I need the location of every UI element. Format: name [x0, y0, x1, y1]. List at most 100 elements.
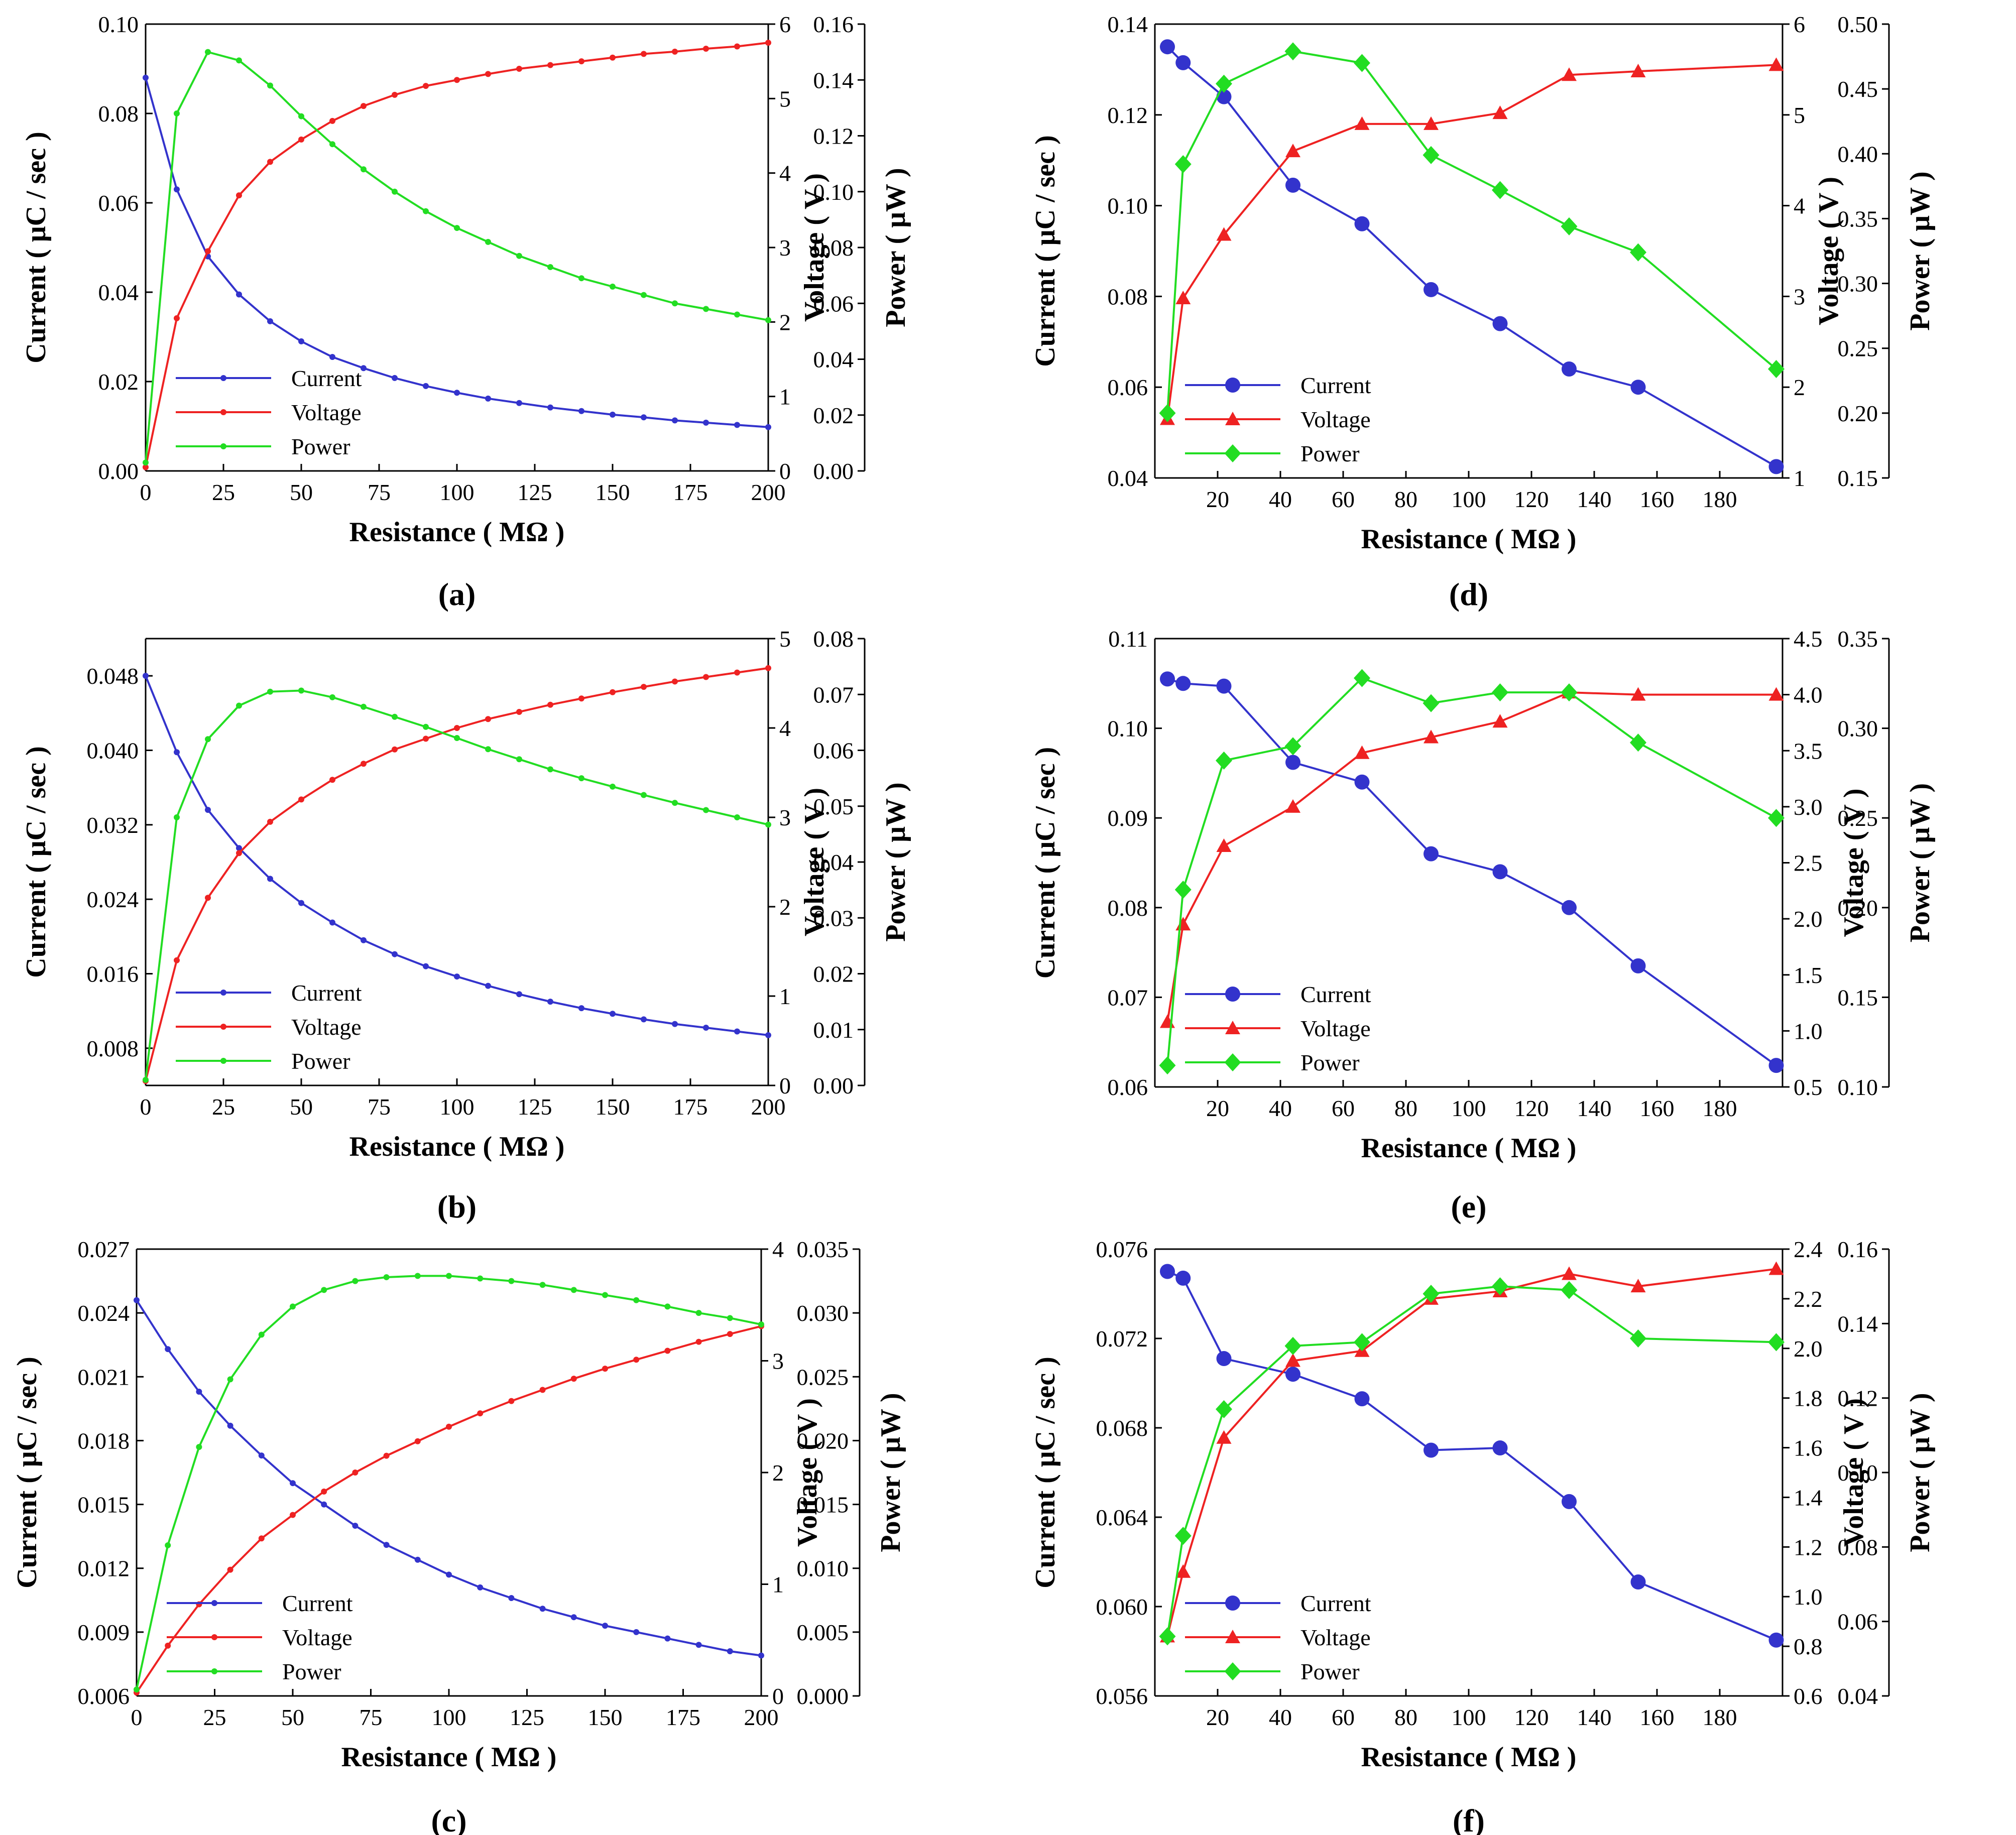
data-point-power	[258, 1331, 265, 1338]
left-y-tick-label: 0.076	[1096, 1237, 1148, 1262]
data-point-power	[329, 141, 335, 148]
data-point-current	[547, 999, 553, 1005]
voltage-tick-label: 0	[779, 1073, 791, 1098]
power-tick-label: 0.04	[813, 849, 854, 875]
data-point-power	[454, 225, 460, 231]
data-point-current	[1768, 459, 1784, 474]
data-point-power	[1216, 751, 1232, 770]
voltage-tick-label: 4	[779, 161, 791, 186]
data-point-voltage	[1175, 291, 1191, 305]
x-tick-label: 175	[673, 1094, 708, 1120]
data-point-voltage	[143, 464, 149, 470]
series-line-current	[1167, 678, 1777, 1066]
series-line-voltage	[1166, 1268, 1776, 1637]
data-point-voltage	[516, 66, 522, 72]
data-point-current	[392, 375, 398, 381]
x-tick-label: 150	[596, 479, 630, 505]
data-point-legend-voltage	[220, 1024, 226, 1030]
voltage-tick-label: 0.6	[1794, 1683, 1823, 1709]
data-point-voltage	[516, 708, 522, 715]
data-point-current	[352, 1522, 359, 1529]
data-point-current	[1285, 177, 1300, 193]
voltage-tick-label: 5	[1794, 102, 1805, 128]
chart-panel-b: 0 25 50 75 100 125 150 175 2000.0080.0160.0240.0…	[21, 626, 911, 1225]
power-tick-label: 0.06	[813, 738, 854, 764]
x-axis-title: Resistance ( MΩ )	[349, 517, 565, 548]
data-point-voltage	[547, 701, 553, 708]
data-point-power	[1422, 1285, 1440, 1303]
power-tick-label: 0.10	[1838, 1074, 1878, 1100]
left-y-tick-label: 0.012	[78, 1556, 130, 1581]
x-axis-title: Resistance ( MΩ )	[341, 1742, 557, 1773]
power-axis-title: Power ( μW )	[880, 168, 911, 327]
data-point-current	[1562, 900, 1577, 915]
voltage-tick-label: 1.0	[1794, 1018, 1823, 1044]
data-point-voltage	[1630, 64, 1646, 78]
left-y-tick-label: 0.14	[1108, 12, 1148, 37]
voltage-tick-label: 1.8	[1794, 1386, 1823, 1411]
data-point-voltage	[547, 62, 553, 68]
left-y-tick-label: 0.072	[1096, 1326, 1148, 1352]
voltage-tick-label: 4.5	[1794, 626, 1823, 652]
data-point-voltage	[1354, 745, 1370, 759]
chart-panel-a: 0 25 50 75 100 125 150 175 2000.000.020.040.060.…	[21, 12, 911, 612]
data-point-power	[174, 110, 180, 116]
data-point-voltage	[165, 1642, 171, 1649]
data-point-power	[1174, 881, 1192, 899]
data-point-power	[290, 1303, 296, 1310]
data-point-power	[174, 814, 180, 820]
data-point-current	[1630, 1574, 1646, 1590]
data-point-legend-power	[1224, 1662, 1241, 1680]
data-point-voltage	[321, 1488, 327, 1495]
chart-panel-f: 20 40 60 80 100 120 140 160 180 0.056 0.060 0.064 0.…	[1030, 1237, 1936, 1835]
data-point-current	[1160, 671, 1175, 687]
legend-label-power: Power	[291, 434, 350, 459]
data-point-current	[641, 414, 647, 421]
x-tick-label: 140	[1577, 1095, 1612, 1121]
data-point-power	[446, 1273, 452, 1279]
data-point-voltage	[1768, 1261, 1784, 1275]
left-y-tick-label: 0.08	[1108, 284, 1148, 309]
voltage-tick-label: 2.0	[1794, 906, 1823, 932]
legend-label-power: Power	[291, 1048, 350, 1074]
series-line-power	[145, 51, 769, 463]
data-point-legend-voltage	[211, 1634, 217, 1640]
data-point-power	[134, 1686, 140, 1693]
data-point-power	[610, 783, 616, 790]
power-tick-label: 0.35	[1838, 626, 1878, 652]
data-point-power	[1561, 217, 1578, 235]
data-point-current	[539, 1606, 546, 1612]
x-tick-label: 20	[1206, 486, 1229, 512]
data-point-voltage	[1216, 1430, 1232, 1444]
data-point-voltage	[485, 71, 491, 77]
x-tick-label: 25	[203, 1704, 226, 1730]
data-point-current	[703, 1025, 709, 1031]
data-point-current	[196, 1388, 202, 1395]
left-y-tick-label: 0.11	[1108, 626, 1148, 652]
data-point-current	[1562, 1494, 1577, 1509]
left-y-tick-label: 0.015	[78, 1492, 130, 1518]
data-point-power	[1284, 1336, 1301, 1355]
data-point-voltage	[664, 1348, 671, 1354]
panel-caption: (b)	[437, 1189, 477, 1225]
data-point-power	[485, 238, 491, 245]
data-point-voltage	[703, 45, 709, 52]
data-point-current	[329, 354, 335, 360]
data-point-power	[703, 807, 709, 813]
data-point-power	[321, 1287, 327, 1293]
x-tick-label: 40	[1269, 1704, 1292, 1730]
power-tick-label: 0.25	[1838, 805, 1878, 831]
data-point-legend-voltage	[220, 409, 226, 415]
voltage-tick-label: 2	[772, 1460, 784, 1486]
data-point-current	[516, 400, 522, 406]
x-tick-label: 100	[1452, 486, 1486, 512]
data-point-current	[1175, 1270, 1191, 1286]
data-point-current	[1216, 1351, 1232, 1367]
data-point-power	[454, 735, 460, 742]
data-point-current	[423, 383, 429, 389]
data-point-power	[392, 713, 398, 720]
data-point-current	[610, 411, 616, 418]
data-point-power	[1630, 733, 1646, 752]
data-point-voltage	[1424, 729, 1439, 744]
data-point-voltage	[205, 248, 211, 255]
